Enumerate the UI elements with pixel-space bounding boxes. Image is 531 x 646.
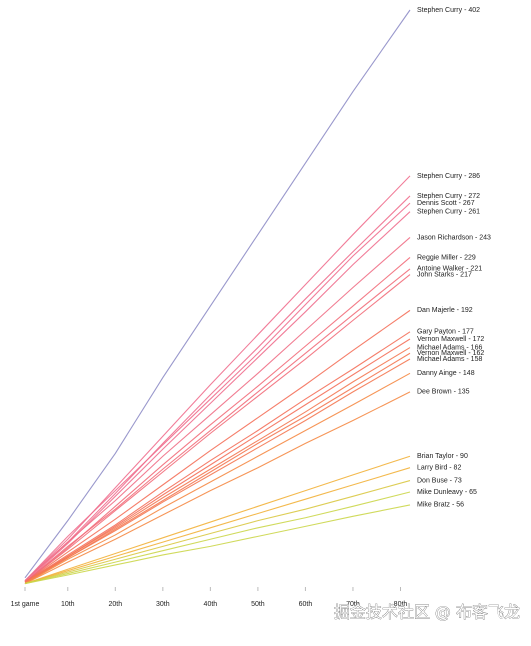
series-label: Brian Taylor - 90 bbox=[417, 453, 468, 460]
series-label: Mike Bratz - 56 bbox=[417, 502, 464, 509]
series-label: Dee Brown - 135 bbox=[417, 389, 470, 396]
series-label: Dennis Scott - 267 bbox=[417, 200, 475, 207]
series-line bbox=[24, 372, 411, 585]
lines bbox=[24, 9, 411, 585]
x-tick-label: 10th bbox=[61, 601, 75, 608]
series-line bbox=[24, 331, 411, 583]
series-label: Michael Adams - 158 bbox=[417, 356, 482, 363]
series-label: Stephen Curry - 272 bbox=[417, 193, 480, 200]
series-label: Michael Adams - 166 bbox=[417, 344, 482, 351]
series-label: Stephen Curry - 402 bbox=[417, 7, 480, 14]
series-label: Larry Bird - 82 bbox=[417, 465, 461, 472]
x-tick-label: 50th bbox=[251, 601, 265, 608]
series-label: Jason Richardson - 243 bbox=[417, 234, 491, 241]
series-label: John Starks - 217 bbox=[417, 271, 472, 278]
series-line bbox=[24, 9, 411, 579]
series-line bbox=[24, 274, 411, 583]
series-line bbox=[24, 237, 411, 582]
x-tick-label: 70th bbox=[346, 601, 360, 608]
series-line bbox=[24, 268, 411, 583]
series-line bbox=[24, 257, 411, 583]
series-label: Mike Dunleavy - 65 bbox=[417, 489, 477, 496]
series-line bbox=[24, 175, 411, 582]
series-label: Dan Majerle - 192 bbox=[417, 307, 473, 314]
series-line bbox=[24, 347, 411, 585]
series-line bbox=[24, 391, 411, 585]
series-line bbox=[24, 202, 411, 582]
x-tick-label: 20th bbox=[108, 601, 122, 608]
series-line bbox=[24, 491, 411, 585]
x-tick-label: 1st game bbox=[11, 601, 40, 608]
series-line bbox=[24, 195, 411, 582]
series-line bbox=[24, 358, 411, 585]
series-line bbox=[24, 480, 411, 585]
watermark: 掘金技术社区 @ 布客飞龙 bbox=[334, 603, 520, 622]
x-axis: 1st game 10th 20th 30th 40th 50th 60th 70th 80th bbox=[11, 587, 408, 608]
series-label: Stephen Curry - 261 bbox=[417, 209, 480, 216]
series-line bbox=[24, 504, 411, 585]
series-label: Vernon Maxwell - 162 bbox=[417, 350, 484, 357]
series-line bbox=[24, 309, 411, 583]
labels: Stephen Curry - 402 Stephen Curry - 286 St… bbox=[417, 7, 491, 509]
series-label: Danny Ainge - 148 bbox=[417, 370, 475, 377]
series-label: Vernon Maxwell - 172 bbox=[417, 336, 484, 343]
x-tick-label: 80th bbox=[394, 601, 408, 608]
x-tick-label: 60th bbox=[299, 601, 313, 608]
series-line bbox=[24, 467, 411, 585]
x-tick-label: 40th bbox=[204, 601, 218, 608]
series-label: Gary Payton - 177 bbox=[417, 329, 474, 336]
series-label: Don Buse - 73 bbox=[417, 477, 462, 484]
series-line bbox=[24, 455, 411, 585]
x-tick-label: 30th bbox=[156, 601, 170, 608]
series-label: Antoine Walker - 221 bbox=[417, 266, 482, 273]
series-label: Reggie Miller - 229 bbox=[417, 254, 476, 261]
series-label: Stephen Curry - 286 bbox=[417, 173, 480, 180]
